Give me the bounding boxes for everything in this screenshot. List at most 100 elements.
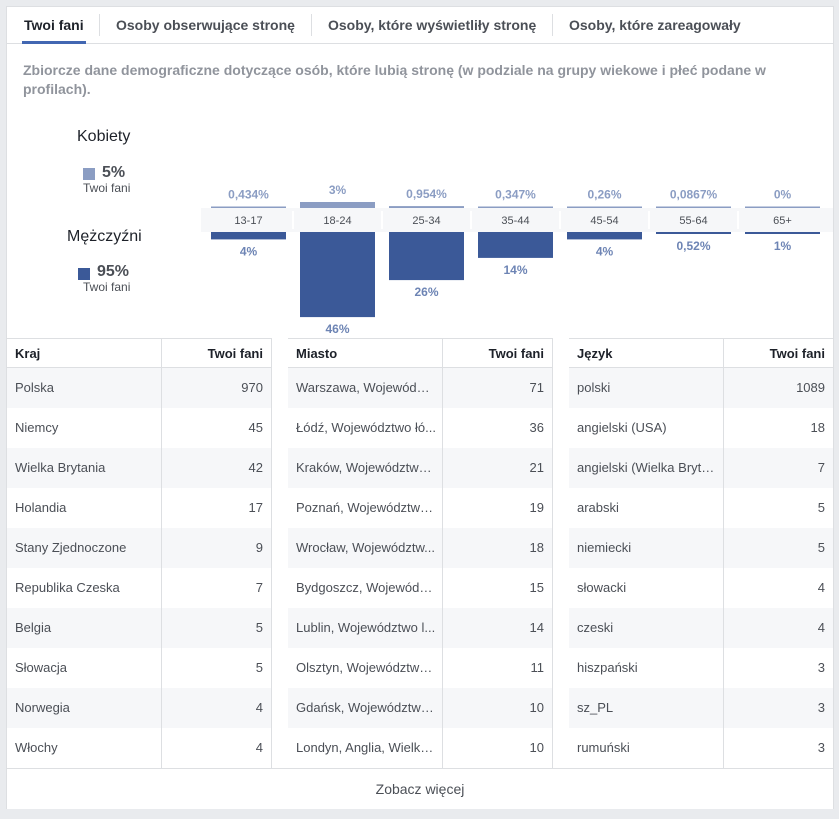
city-name: Wrocław, Województw... [296, 540, 435, 555]
age-band [201, 208, 833, 232]
age-tick-label: 13-17 [234, 215, 262, 227]
table-row: Wielka Brytania 42 [7, 448, 271, 488]
city-name: Poznań, Województwo ... [296, 500, 436, 515]
table-row: rumuński 3 [569, 728, 833, 768]
table-row: Włochy 4 [7, 728, 271, 768]
women-bar-label: 0,434% [228, 188, 269, 202]
audience-panel: Twoi fani Osoby obserwujące stronę Osoby… [6, 6, 834, 809]
women-bar-label: 0,0867% [670, 188, 718, 202]
age-gender-chart: 0,434% 13-17 4% 3% 18-24 46% 0,954% 25-34 26% 0,3… [201, 183, 833, 336]
women-bar [656, 206, 731, 208]
language-name: arabski [577, 500, 619, 515]
table-row: Gdańsk, Województwo ... 10 [288, 688, 552, 728]
table-row: Belgia 5 [7, 608, 271, 648]
country-name: Słowacja [15, 660, 68, 675]
table-row: Wrocław, Województw... 18 [288, 528, 552, 568]
tab-bar: Twoi fani Osoby obserwujące stronę Osoby… [7, 7, 833, 44]
men-bar [300, 232, 375, 318]
table-row: Lublin, Województwo l... 14 [288, 608, 552, 648]
fans-count: 5 [255, 660, 263, 675]
table-row: Poznań, Województwo ... 19 [288, 488, 552, 528]
see-more-button[interactable]: Zobacz więcej [7, 768, 833, 809]
fans-count: 19 [529, 500, 544, 515]
country-name: Norwegia [15, 700, 70, 715]
country-table: Kraj Twoi fani Polska 970 Niemcy 45 Wielka Bry… [7, 338, 272, 768]
country-name: Stany Zjednoczone [15, 540, 127, 555]
language-name: angielski (USA) [577, 420, 667, 435]
table-row: angielski (Wielka Bryta... 7 [569, 448, 833, 488]
fans-count: 7 [817, 460, 825, 475]
fans-count: 3 [817, 660, 825, 675]
table-row: Stany Zjednoczone 9 [7, 528, 271, 568]
table-row: sz_PL 3 [569, 688, 833, 728]
tab-separator [99, 14, 100, 36]
tab-reactors[interactable]: Osoby, które zareagowały [569, 17, 741, 33]
table-divider [271, 338, 272, 768]
women-bar [211, 206, 286, 208]
table-row: Olsztyn, Województwo ... 11 [288, 648, 552, 688]
city-table: Miasto Twoi fani Warszawa, Województ... 71 Ł… [288, 338, 553, 768]
fans-count: 21 [529, 460, 544, 475]
women-bar [745, 206, 820, 208]
men-bar [478, 232, 553, 258]
table-row: arabski 5 [569, 488, 833, 528]
tab-page-viewers[interactable]: Osoby, które wyświetliły stronę [328, 17, 537, 33]
fans-count: 5 [817, 500, 825, 515]
table-row: Kraków, Województwo ... 21 [288, 448, 552, 488]
women-bar-label: 0% [774, 188, 792, 202]
fans-count: 71 [529, 380, 544, 395]
men-bar-label: 4% [240, 244, 258, 258]
table-row: Polska 970 [7, 368, 271, 408]
women-bar-label: 3% [329, 183, 347, 197]
men-bar-label: 46% [325, 322, 349, 336]
tab-page-followers[interactable]: Osoby obserwujące stronę [116, 17, 295, 33]
men-bar-label: 26% [414, 285, 438, 299]
fans-header: Twoi fani [442, 338, 552, 368]
age-tick-label: 65+ [773, 215, 792, 227]
age-tick-label: 45-54 [590, 215, 618, 227]
women-label: Kobiety [77, 128, 131, 145]
table-row: Holandia 17 [7, 488, 271, 528]
fans-header: Twoi fani [161, 338, 271, 368]
column-divider [723, 338, 724, 768]
table-row: Norwegia 4 [7, 688, 271, 728]
table-row: hiszpański 3 [569, 648, 833, 688]
fans-count: 4 [255, 700, 263, 715]
country-name: Republika Czeska [15, 580, 120, 595]
table-row: Niemcy 45 [7, 408, 271, 448]
men-bar [211, 232, 286, 240]
fans-count: 1089 [796, 380, 825, 395]
age-tick-label: 18-24 [323, 215, 351, 227]
table-row: słowacki 4 [569, 568, 833, 608]
language-name: sz_PL [577, 700, 614, 715]
city-header: Miasto [288, 338, 442, 368]
age-tick-label: 25-34 [412, 215, 440, 227]
fans-count: 3 [817, 700, 825, 715]
women-sub: Twoi fani [83, 181, 131, 195]
men-label: Mężczyźni [67, 228, 142, 245]
language-name: niemiecki [577, 540, 632, 555]
table-row: polski 1089 [569, 368, 833, 408]
fans-count: 7 [255, 580, 263, 595]
language-name: angielski (Wielka Bryta... [577, 460, 717, 475]
city-name: Kraków, Województwo ... [296, 460, 436, 475]
women-bar-label: 0,954% [406, 187, 447, 201]
city-name: Londyn, Anglia, Wielka... [296, 740, 436, 755]
table-divider [552, 338, 553, 768]
men-bar-label: 4% [596, 244, 614, 258]
women-swatch [83, 168, 95, 180]
tab-separator [311, 14, 312, 36]
column-divider [442, 338, 443, 768]
fans-count: 4 [817, 580, 825, 595]
fans-count: 45 [248, 420, 263, 435]
table-row: Łódź, Województwo łó... 36 [288, 408, 552, 448]
table-row: angielski (USA) 18 [569, 408, 833, 448]
table-row: Londyn, Anglia, Wielka... 10 [288, 728, 552, 768]
country-name: Belgia [15, 620, 52, 635]
tab-your-fans[interactable]: Twoi fani [22, 7, 86, 44]
country-header: Kraj [7, 338, 161, 368]
fans-count: 17 [248, 500, 263, 515]
women-bar [567, 206, 642, 208]
men-bar-label: 1% [774, 239, 792, 253]
fans-count: 3 [817, 740, 825, 755]
